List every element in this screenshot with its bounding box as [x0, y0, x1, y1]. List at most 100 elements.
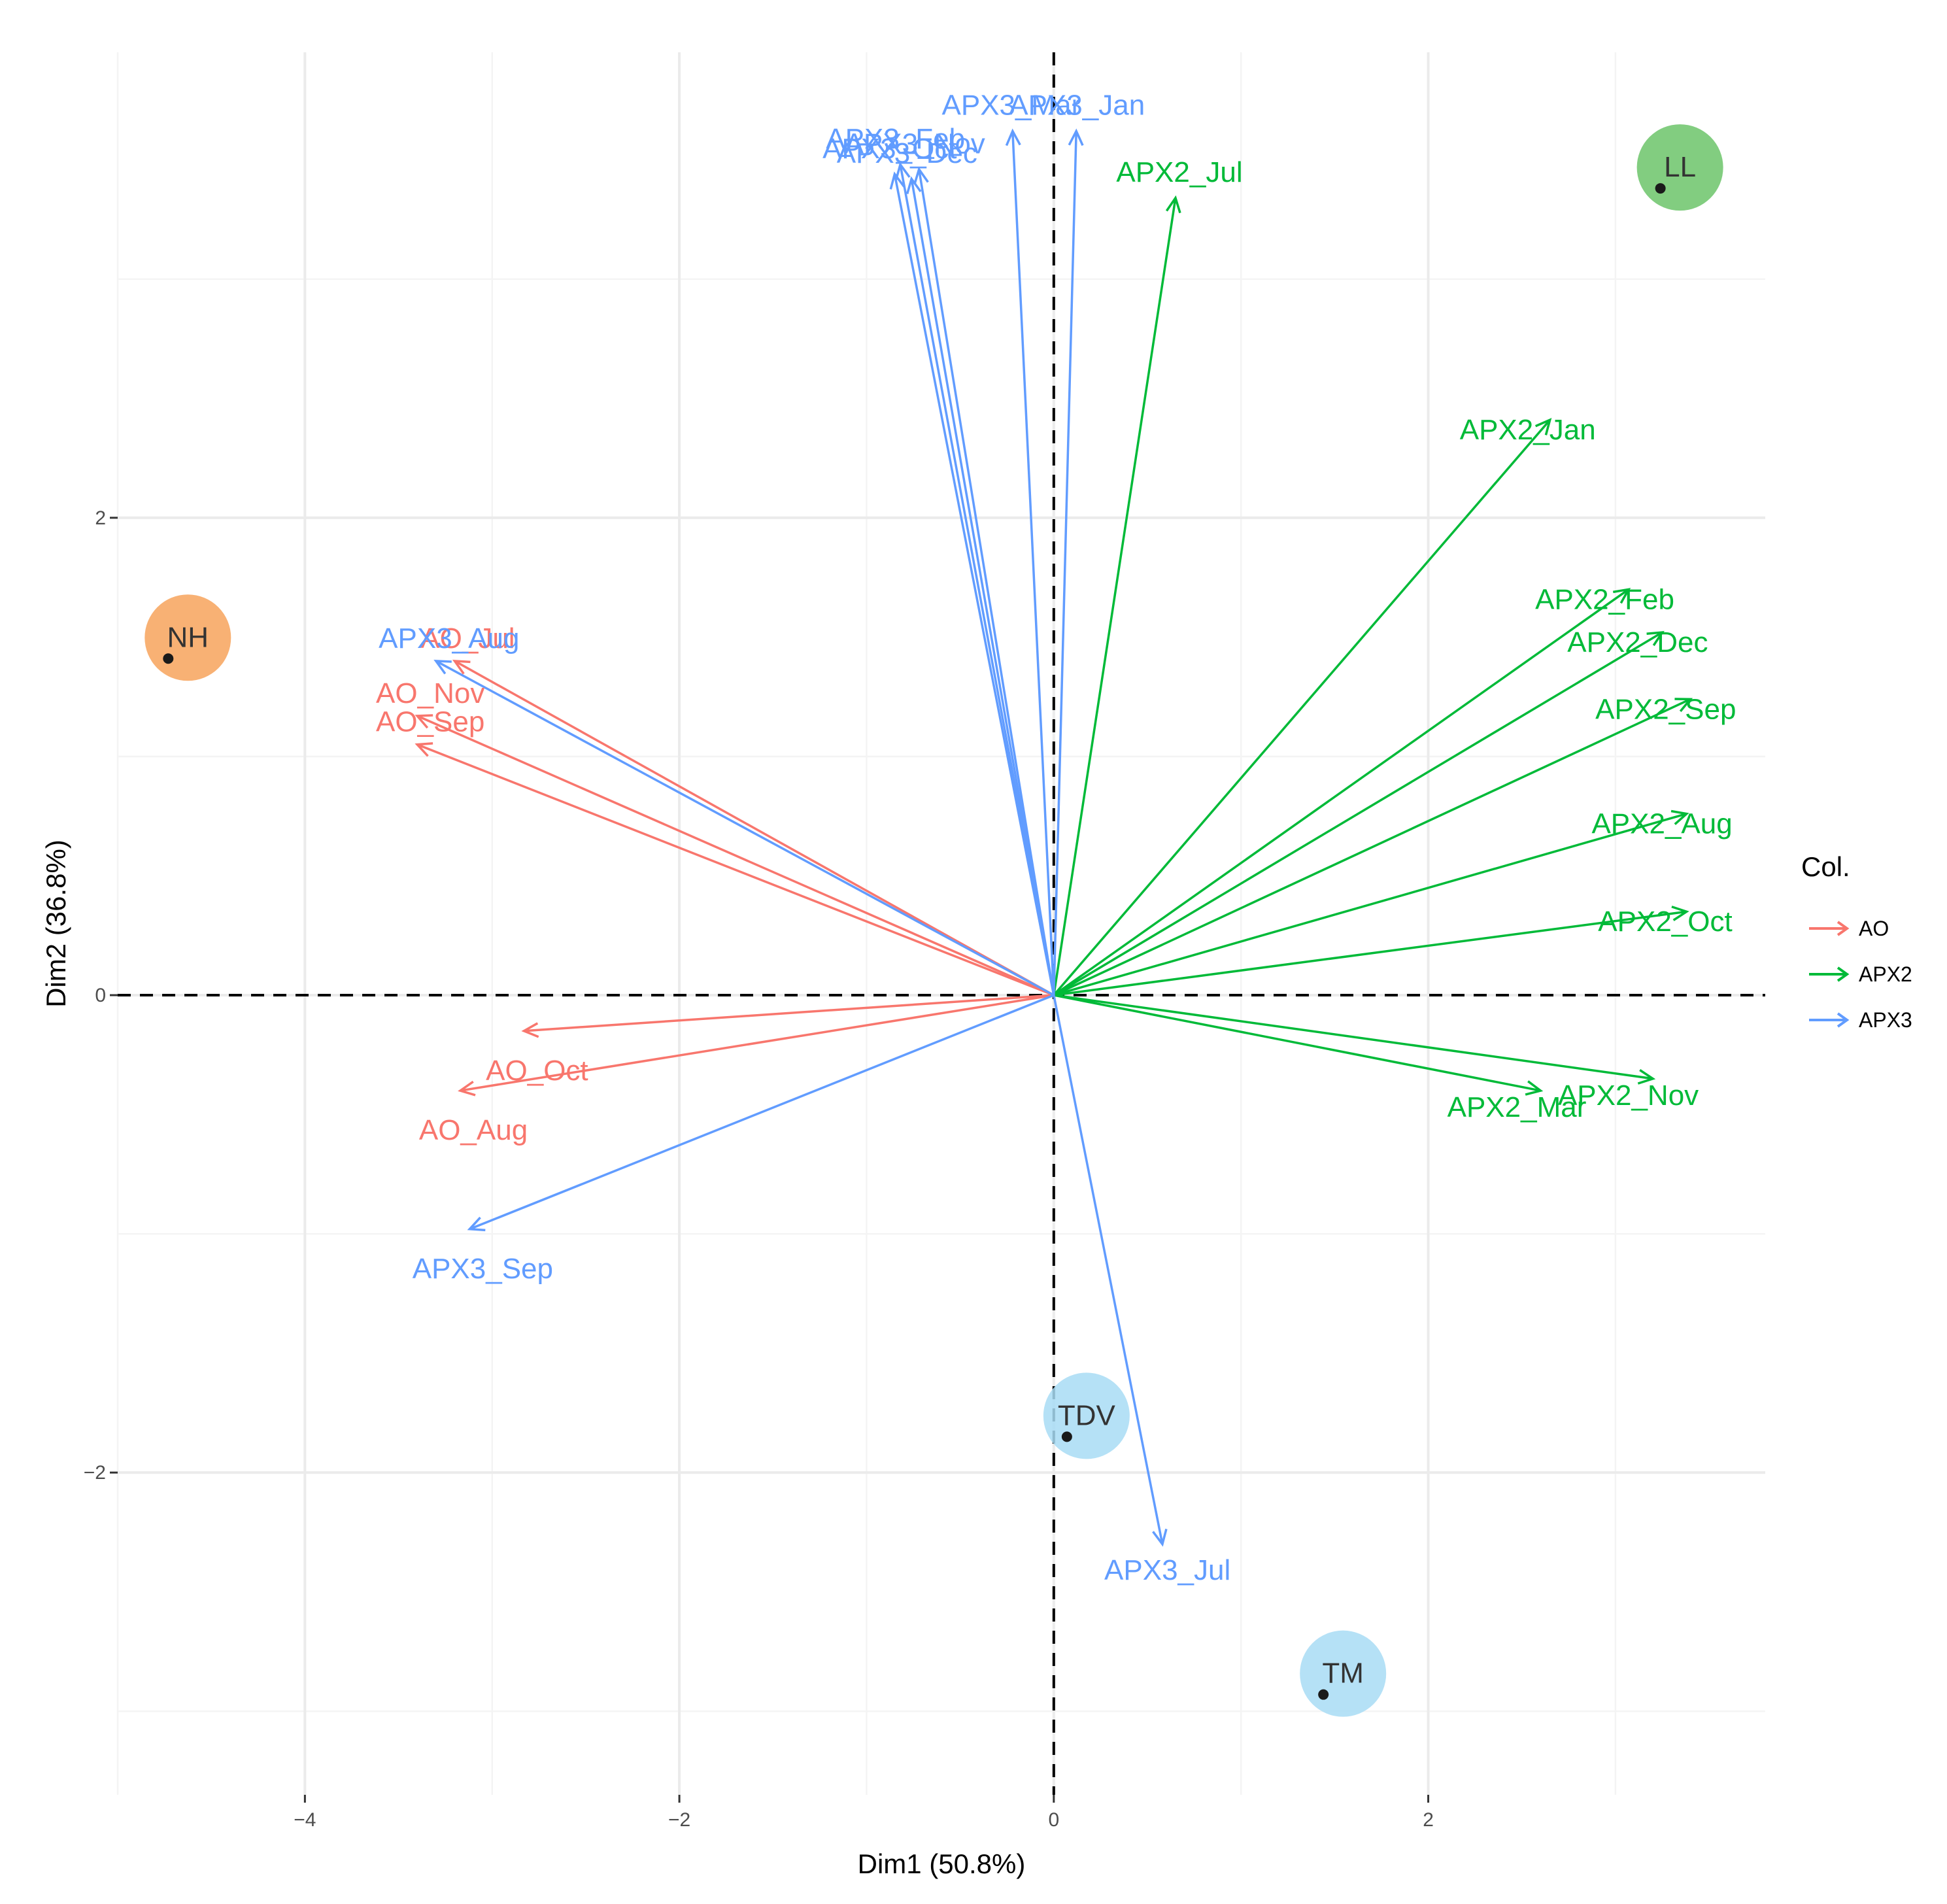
y-axis-title: Dim2 (36.8%)	[41, 840, 71, 1008]
arrow-apx2-jul	[1053, 197, 1177, 996]
arrow-head-apx3-oct	[889, 171, 906, 190]
individual-points: NH LL TDV TM	[144, 124, 1723, 1717]
arrow-apx2-nov	[1053, 994, 1653, 1080]
arrow-label-apx3-oct: APX3_Oct	[822, 133, 957, 165]
arrow-label-apx2-dec: APX2_Dec	[1567, 626, 1708, 658]
arrow-ao-nov	[416, 715, 1055, 996]
legend: Col. AO APX2 APX3	[1801, 851, 1912, 1032]
point-marker-nh	[163, 653, 174, 664]
arrow-head-apx2-mar	[1525, 1080, 1544, 1096]
point-label-tdv: TDV	[1058, 1399, 1116, 1431]
legend-title: Col.	[1801, 851, 1850, 882]
arrow-label-apx2-oct: APX2_Oct	[1598, 906, 1732, 938]
arrow-head-ao-sep	[415, 742, 433, 757]
arrow-apx3-mar	[1011, 131, 1055, 996]
arrow-label-apx3-feb: APX3_Feb	[826, 123, 965, 155]
legend-label-apx2: APX2	[1859, 962, 1912, 986]
arrow-apx3-sep	[469, 994, 1055, 1231]
arrow-head-ao-jul	[452, 659, 471, 675]
legend-key-arrowhead	[1837, 1012, 1850, 1028]
arrow-label-apx3-nov: APX3_Nov	[845, 128, 985, 160]
point-marker-ll	[1655, 183, 1666, 194]
x-tick-label: 2	[1423, 1809, 1434, 1831]
arrow-ao-aug	[460, 994, 1055, 1092]
arrow-head-apx2-feb	[1612, 588, 1631, 604]
arrow-label-ao-sep: AO_Sep	[376, 706, 484, 738]
arrow-head-apx2-jul	[1165, 195, 1181, 214]
arrow-head-ao-aug	[458, 1080, 476, 1096]
arrow-apx3-feb	[899, 164, 1055, 996]
arrow-head-apx2-jan	[1534, 418, 1552, 435]
legend-label-ao: AO	[1859, 917, 1889, 940]
arrow-apx2-feb	[1053, 588, 1629, 996]
legend-key-arrowhead	[1837, 966, 1850, 982]
arrow-ao-jul	[454, 660, 1055, 996]
x-tick-label: −4	[294, 1809, 316, 1831]
arrow-head-ao-nov	[415, 714, 433, 729]
arrow-label-apx3-sep: APX3_Sep	[413, 1253, 553, 1285]
arrow-apx3-aug	[435, 660, 1055, 996]
arrow-apx3-jan	[1053, 131, 1077, 996]
arrow-head-apx3-sep	[467, 1216, 486, 1232]
legend-key-apx3	[1809, 1012, 1850, 1028]
arrow-head-apx3-nov	[913, 166, 929, 185]
point-label-tm: TM	[1322, 1658, 1364, 1690]
arrow-ao-sep	[416, 743, 1055, 996]
arrow-label-apx3-aug: APX3_Aug	[379, 622, 519, 654]
axis-ticks: −4 −2 0 2 −2 0 2	[84, 507, 1434, 1831]
arrow-head-apx3-dec	[906, 176, 922, 195]
arrow-apx2-mar	[1053, 994, 1541, 1092]
legend-key-ao	[1809, 921, 1850, 936]
arrow-apx2-jan	[1053, 419, 1551, 996]
arrow-label-apx3-mar: APX3_Mar	[942, 90, 1081, 122]
point-marker-tdv	[1061, 1431, 1072, 1442]
arrow-label-apx2-jan: APX2_Jan	[1460, 414, 1596, 446]
variable-arrows	[415, 128, 1693, 1547]
arrow-apx2-aug	[1053, 812, 1687, 996]
arrow-head-ao-oct	[521, 1022, 539, 1038]
arrow-head-apx3-jan	[1068, 128, 1084, 146]
arrow-label-apx2-jul: APX2_Jul	[1116, 156, 1242, 188]
arrow-apx3-dec	[910, 178, 1055, 996]
legend-label-apx3: APX3	[1859, 1008, 1912, 1032]
point-marker-tm	[1318, 1689, 1329, 1700]
arrow-head-apx2-nov	[1637, 1069, 1656, 1085]
arrow-label-apx3-jan: APX3_Jan	[1009, 89, 1145, 121]
arrow-head-apx3-mar	[1005, 128, 1021, 146]
x-tick-label: −2	[668, 1809, 690, 1831]
legend-key-arrowhead	[1837, 921, 1850, 936]
arrow-head-apx3-feb	[895, 162, 911, 180]
arrow-label-ao-oct: AO_Oct	[486, 1055, 588, 1087]
y-tick-label: 0	[95, 985, 106, 1006]
arrow-apx3-nov	[917, 169, 1055, 996]
point-label-nh: NH	[167, 621, 209, 653]
x-tick-label: 0	[1048, 1809, 1059, 1831]
legend-key-apx2	[1809, 966, 1850, 982]
arrow-apx3-oct	[893, 173, 1055, 996]
arrow-head-apx3-jul	[1152, 1529, 1168, 1547]
arrow-label-ao-nov: AO_Nov	[376, 677, 484, 709]
arrow-label-ao-aug: AO_Aug	[419, 1114, 528, 1146]
arrow-apx2-sep	[1053, 698, 1691, 996]
arrow-ao-oct	[524, 994, 1054, 1032]
y-tick-label: 2	[95, 507, 106, 529]
arrow-head-apx2-oct	[1671, 906, 1689, 921]
arrow-label-apx3-jul: APX3_Jul	[1104, 1554, 1230, 1586]
arrow-head-apx2-sep	[1674, 698, 1693, 713]
x-axis-title: Dim1 (50.8%)	[858, 1848, 1026, 1879]
arrow-label-ao-jul: AO_Jul	[420, 622, 515, 654]
arrow-label-apx3-dec: APX3_Dec	[837, 137, 977, 169]
arrow-label-apx2-nov: APX2_Nov	[1558, 1080, 1699, 1112]
y-tick-label: −2	[84, 1462, 106, 1484]
arrow-apx3-jul	[1053, 994, 1164, 1545]
arrow-label-apx2-sep: APX2_Sep	[1595, 693, 1736, 725]
arrow-label-apx2-aug: APX2_Aug	[1591, 808, 1732, 840]
arrow-apx2-oct	[1053, 910, 1687, 996]
arrow-head-apx2-dec	[1646, 631, 1665, 647]
arrow-head-apx2-aug	[1670, 809, 1689, 825]
arrow-head-apx3-aug	[433, 660, 452, 675]
arrow-apx2-dec	[1053, 631, 1663, 996]
arrow-label-apx2-feb: APX2_Feb	[1535, 583, 1674, 615]
